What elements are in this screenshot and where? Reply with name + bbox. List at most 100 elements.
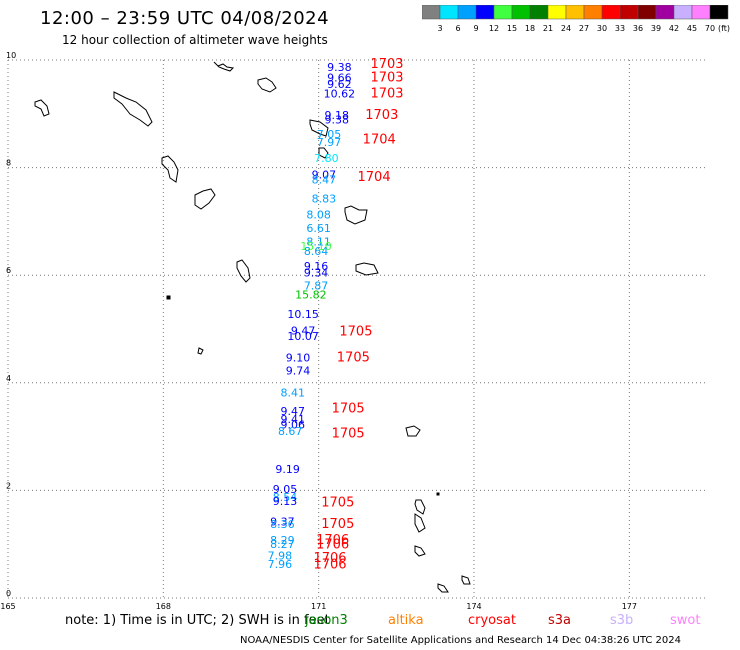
wave-height-label: 9.10 <box>286 351 311 364</box>
wave-height-label: 9.16 <box>304 260 329 273</box>
color-scale-label: 70 <box>705 24 715 33</box>
wave-height-label: 7.98 <box>268 549 293 562</box>
color-swatch <box>422 5 441 20</box>
color-scale-label: 3 <box>437 24 442 33</box>
wave-height-label: 10.15 <box>287 308 319 321</box>
island <box>213 61 235 72</box>
legend-item-s3b: s3b <box>610 613 634 628</box>
pass-number-label: 1705 <box>321 517 354 532</box>
color-swatch <box>457 5 477 20</box>
pass-number-label: 1703 <box>370 57 403 72</box>
wave-height-label: 9.13 <box>273 495 298 508</box>
x-tick-label: 165 <box>0 602 15 611</box>
color-swatch <box>529 5 549 20</box>
legend-item-cryosat: cryosat <box>468 613 516 628</box>
color-scale-label: 24 <box>561 24 571 33</box>
pass-number-label: 1705 <box>339 324 372 339</box>
island <box>355 262 379 276</box>
wave-height-label: 6.61 <box>306 222 331 235</box>
pass-number-label: 1706 <box>316 538 349 553</box>
footer-credit: NOAA/NESDIS Center for Satellite Applica… <box>240 635 682 646</box>
wave-height-label: 8.83 <box>312 193 337 206</box>
wave-height-label: 7.97 <box>317 136 342 149</box>
wave-height-label: 9.66 <box>327 72 352 85</box>
wave-height-label: 9.41 <box>281 413 306 426</box>
color-scale-label: 21 <box>543 24 553 33</box>
map-grid <box>7 59 707 599</box>
color-scale-label: 27 <box>579 24 589 33</box>
wave-height-label: 8.41 <box>281 386 306 399</box>
pass-number-label: 1705 <box>332 401 365 416</box>
color-swatch <box>547 5 567 20</box>
island <box>414 545 426 557</box>
pass-number-label: 1703 <box>365 108 398 123</box>
color-swatch <box>511 5 531 20</box>
color-scale-label: 45 <box>687 24 697 33</box>
island <box>461 575 471 585</box>
color-swatch <box>619 5 639 20</box>
wave-height-label: 8.67 <box>278 425 303 438</box>
y-tick-label: 6 <box>6 266 11 275</box>
island <box>257 77 277 93</box>
y-tick-label: 0 <box>6 589 11 598</box>
island <box>166 295 171 300</box>
wave-height-label: 8.47 <box>312 174 337 187</box>
wave-height-label: 8.11 <box>306 236 331 249</box>
color-swatch <box>601 5 621 20</box>
pass-number-label: 1704 <box>358 170 391 185</box>
y-axis-ticks: 0 2 4 6 8 10 <box>6 51 16 598</box>
x-tick-label: 168 <box>156 602 171 611</box>
wave-height-label: 9.38 <box>327 61 352 74</box>
pass-labels: 1703170317031703170417041705170517051705… <box>313 57 403 572</box>
island <box>318 147 329 159</box>
y-tick-label: 10 <box>6 51 16 60</box>
pass-number-label: 1704 <box>363 132 396 147</box>
page-subtitle: 12 hour collection of altimeter wave hei… <box>62 33 328 47</box>
color-scale-label: 33 <box>615 24 625 33</box>
color-scale-label: 18 <box>525 24 535 33</box>
color-swatch <box>583 5 603 20</box>
wave-height-label: 7.96 <box>268 558 293 571</box>
wave-height-label: 8.27 <box>270 538 295 551</box>
y-tick-label: 2 <box>6 481 11 490</box>
pass-number-label: 1706 <box>313 551 346 566</box>
color-scale-label: 9 <box>473 24 478 33</box>
wave-height-label: 9.37 <box>270 515 295 528</box>
legend-item-swot: swot <box>670 613 701 628</box>
wave-height-label: 8.64 <box>304 245 329 258</box>
island <box>437 583 449 593</box>
y-tick-label: 8 <box>6 159 11 168</box>
color-scale-label: 39 <box>651 24 661 33</box>
wave-height-label: 8.36 <box>270 518 295 531</box>
pass-number-label: 1706 <box>313 557 346 572</box>
island-outlines <box>34 61 471 593</box>
x-tick-label: 177 <box>622 602 637 611</box>
wave-height-label: 9.07 <box>312 168 337 181</box>
x-tick-label: 174 <box>466 602 481 611</box>
island <box>113 91 153 127</box>
wave-height-label: 7.80 <box>314 152 339 165</box>
wave-height-points: 9.389.669.6210.629.189.387.057.977.809.0… <box>268 61 356 571</box>
x-tick-label: 171 <box>311 602 326 611</box>
wave-height-label: 9.47 <box>291 324 316 337</box>
color-swatch <box>475 5 495 20</box>
wave-height-label: 8.29 <box>270 534 295 547</box>
legend-item-altika: altika <box>388 613 424 628</box>
wave-height-label: 9.74 <box>286 365 311 378</box>
legend-item-s3a: s3a <box>548 613 572 628</box>
wave-height-label: 9.19 <box>275 463 300 476</box>
page-title: 12:00 – 23:59 UTC 04/08/2024 <box>40 8 330 29</box>
island <box>344 205 368 225</box>
color-scale-label: 36 <box>633 24 643 33</box>
color-scale-label: 15 <box>507 24 517 33</box>
color-swatch <box>439 5 459 20</box>
legend-item-jason3: jason3 <box>305 613 348 628</box>
wave-height-label: 9.62 <box>327 78 352 91</box>
wave-height-label: 8.54 <box>273 491 298 504</box>
wave-height-label: 9.18 <box>325 109 350 122</box>
wave-height-label: 10.62 <box>324 88 356 101</box>
pass-number-label: 1703 <box>370 87 403 102</box>
wave-height-label: 9.06 <box>281 419 306 432</box>
island <box>309 119 329 137</box>
